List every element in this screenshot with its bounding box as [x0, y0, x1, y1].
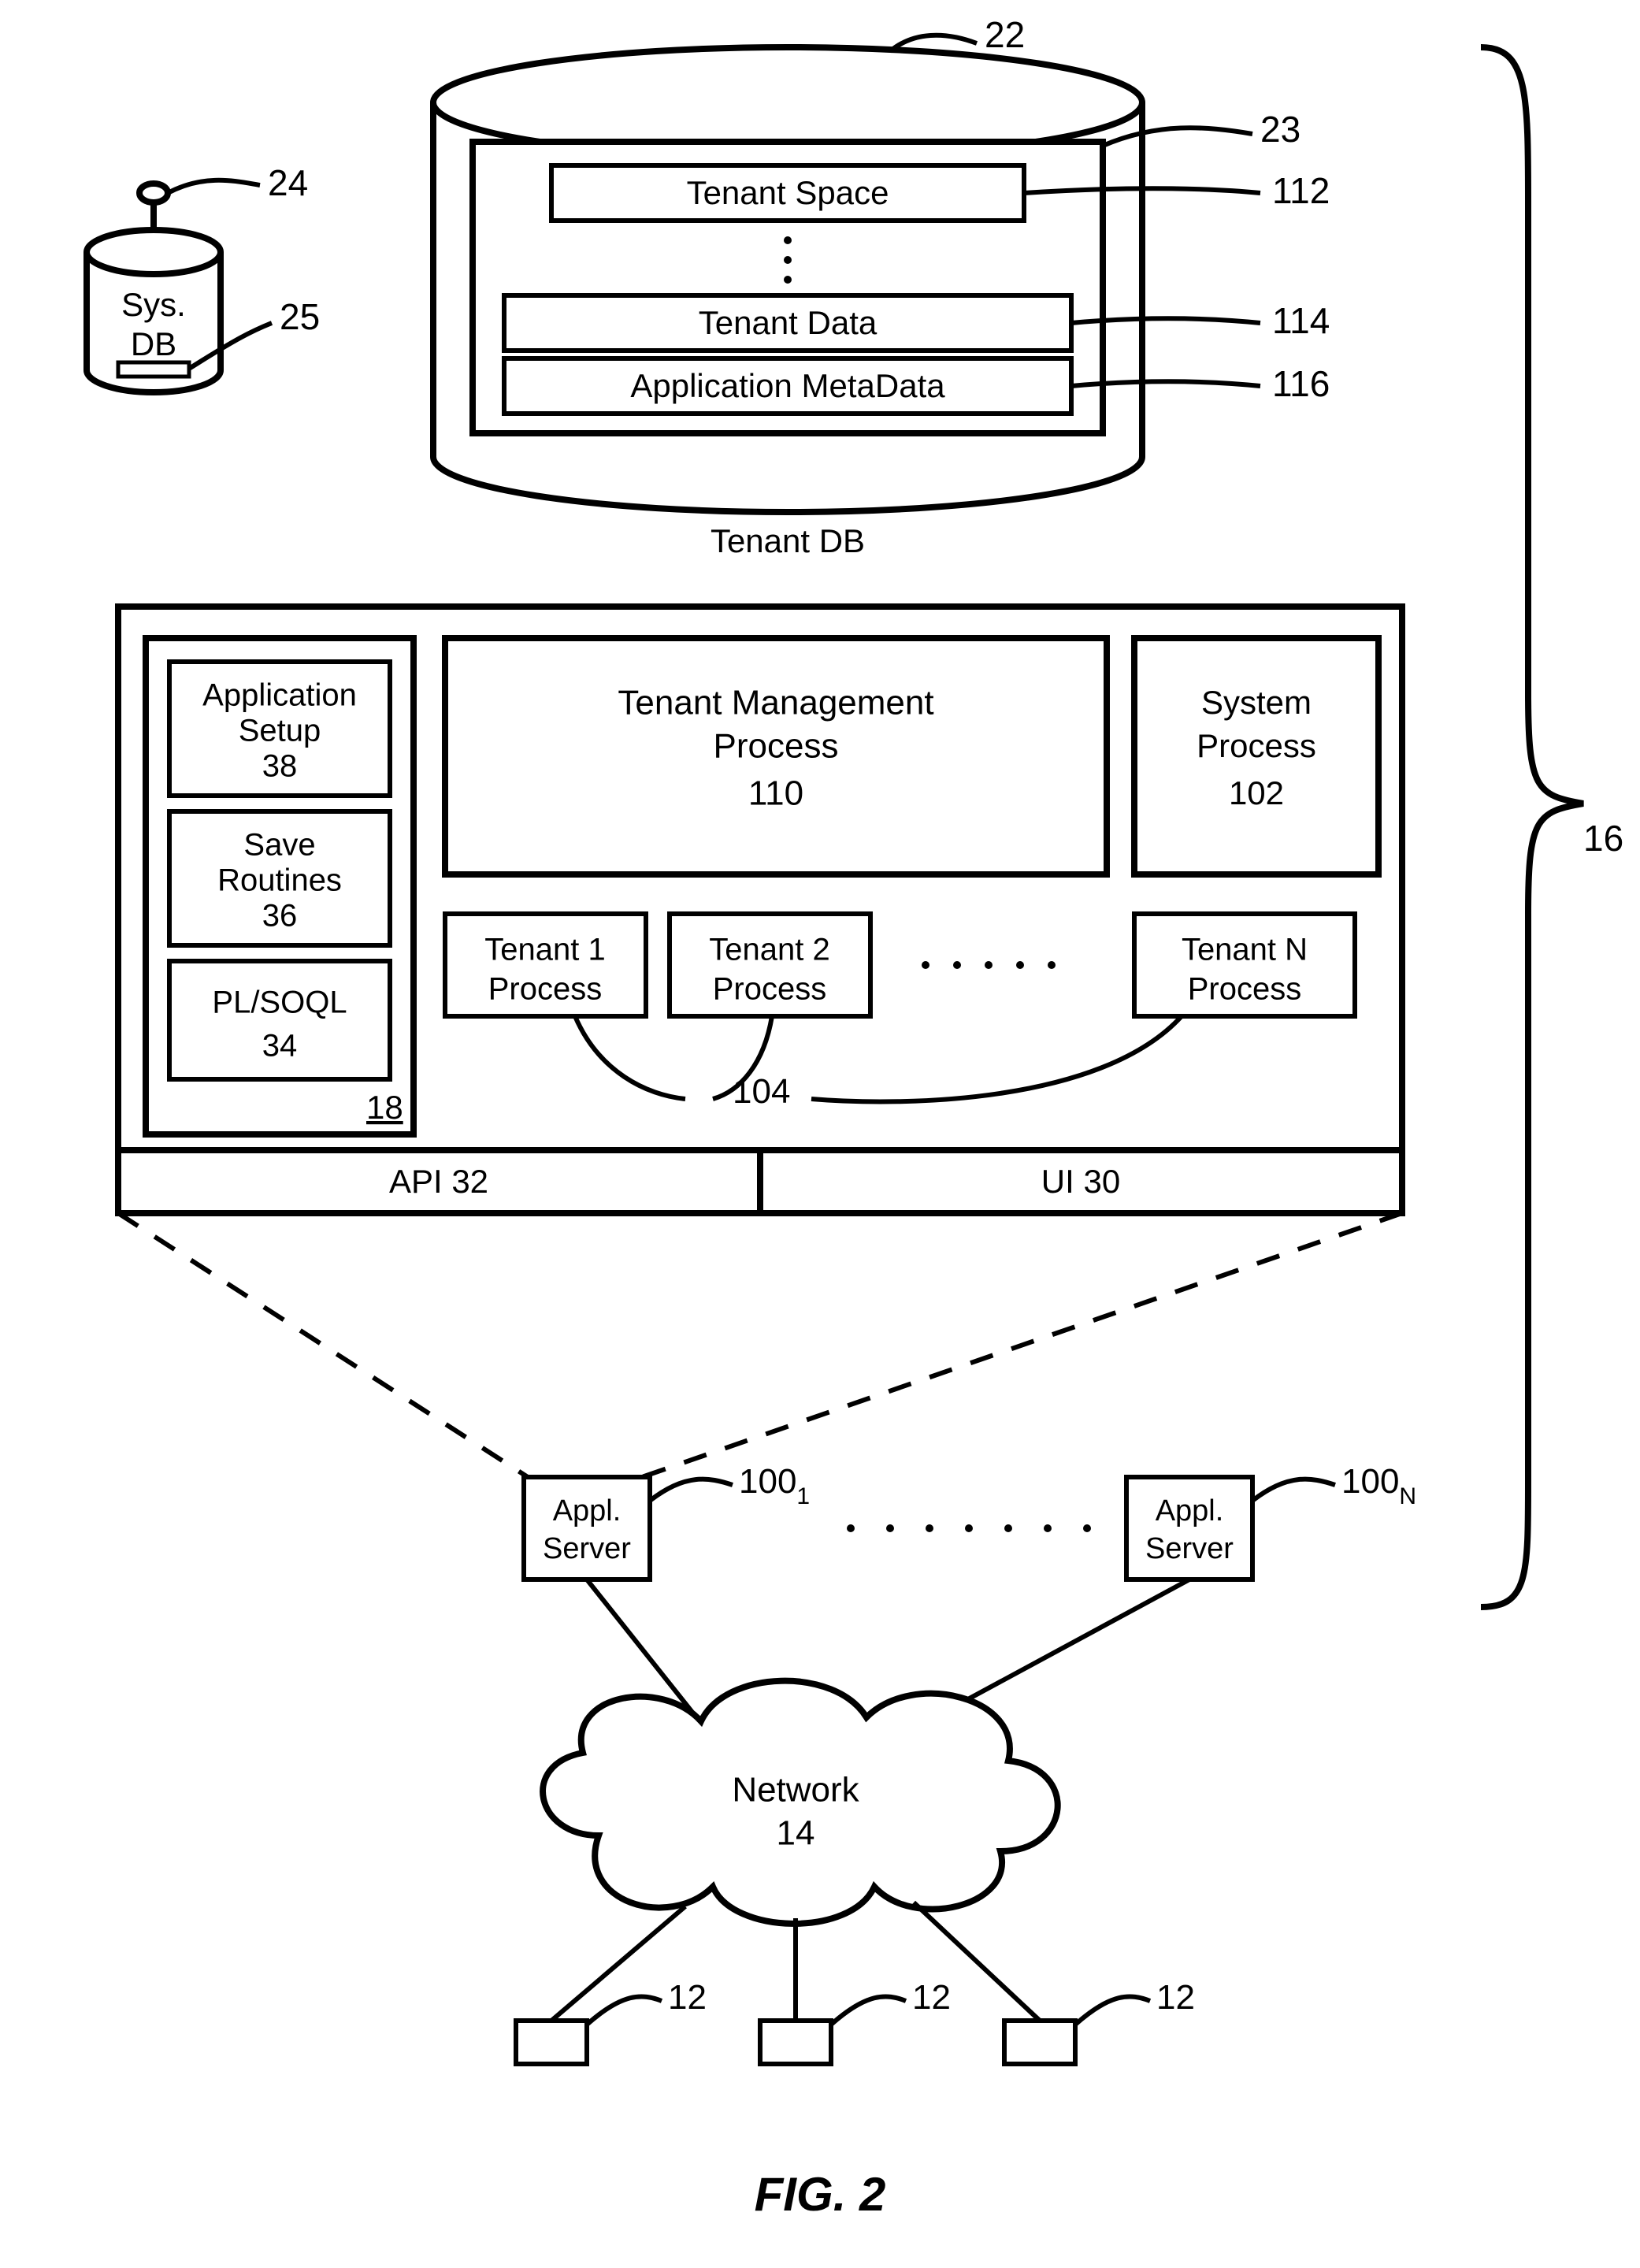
tenant-space-ref: 112: [1272, 170, 1330, 211]
tenant-db: 22 23 Tenant Space 112 Tenant Data 114 A…: [433, 14, 1330, 559]
svg-text:Process: Process: [713, 972, 827, 1007]
left-frame-ref: 18: [366, 1089, 403, 1126]
svg-text:Tenant Management: Tenant Management: [618, 684, 933, 722]
tenant-data-ref: 114: [1272, 300, 1330, 341]
tenant-db-ref-inner: 23: [1260, 109, 1300, 150]
svg-text:12: 12: [1156, 1978, 1195, 2017]
svg-text:Process: Process: [714, 727, 839, 766]
sys-db-ref-body: 25: [280, 296, 320, 337]
svg-text:1001: 1001: [739, 1462, 810, 1509]
network-l2: 14: [777, 1814, 815, 1853]
app-meta-ref: 116: [1272, 363, 1330, 404]
api-label: API 32: [389, 1163, 488, 1200]
client-2: 12: [1004, 1978, 1195, 2064]
appl-server-left: Appl. Server 1001: [524, 1462, 810, 1579]
network-cloud: Network 14: [543, 1681, 1058, 1924]
svg-text:PL/SOQL: PL/SOQL: [212, 986, 347, 1020]
svg-text:Process: Process: [1197, 727, 1316, 764]
app-meta-label: Application MetaData: [630, 367, 945, 404]
tenant-proc-0: Tenant 1 Process: [445, 914, 646, 1016]
sys-db: 24 Sys. DB 25: [87, 162, 320, 392]
sys-proc-box: System Process 102: [1134, 638, 1378, 874]
left-box-0: Application Setup 38: [169, 662, 390, 796]
left-box-1: Save Routines 36: [169, 811, 390, 945]
svg-text:100N: 100N: [1341, 1462, 1416, 1509]
appl-server-right: Appl. Server 100N: [1126, 1462, 1416, 1579]
svg-text:System: System: [1201, 684, 1312, 721]
app-platform: 18 Application Setup 38 Save Routines 36…: [118, 607, 1402, 1213]
svg-text:12: 12: [912, 1978, 951, 2017]
tenant-data-label: Tenant Data: [699, 304, 878, 341]
svg-text:Tenant 1: Tenant 1: [484, 933, 605, 967]
svg-text:12: 12: [668, 1978, 707, 2017]
sys-db-ref-top: 24: [268, 162, 308, 203]
svg-text:38: 38: [262, 749, 298, 784]
left-box-2: PL/SOQL 34: [169, 961, 390, 1079]
tmp-box: Tenant Management Process 110: [445, 638, 1107, 874]
svg-text:110: 110: [748, 774, 803, 813]
svg-text:Process: Process: [488, 972, 603, 1007]
tenant-space-label: Tenant Space: [687, 174, 889, 211]
sys-db-line1: Sys.: [121, 286, 186, 323]
svg-text:36: 36: [262, 899, 298, 934]
tenant-proc-2: Tenant N Process: [1134, 914, 1355, 1016]
svg-text:Save: Save: [243, 828, 315, 863]
svg-text:Appl.: Appl.: [553, 1494, 621, 1527]
tenant-db-ref-cyl: 22: [985, 14, 1025, 55]
client-0: 12: [516, 1978, 707, 2064]
svg-text:102: 102: [1229, 774, 1284, 811]
svg-text:Server: Server: [1145, 1532, 1234, 1565]
svg-text:Tenant N: Tenant N: [1182, 933, 1308, 967]
tenant-proc-1: Tenant 2 Process: [670, 914, 870, 1016]
sys-db-line2: DB: [131, 325, 176, 362]
svg-text:Process: Process: [1188, 972, 1302, 1007]
figure-label: FIG. 2: [755, 2168, 886, 2221]
server-ellipsis: [847, 1524, 1091, 1532]
svg-text:Routines: Routines: [217, 863, 342, 898]
svg-text:Appl.: Appl.: [1156, 1494, 1224, 1527]
svg-text:Tenant 2: Tenant 2: [709, 933, 829, 967]
tenant-procs-ref: 104: [733, 1072, 790, 1111]
diagram-canvas: 16 24 Sys. DB 25 22 23 Tenant Space 11: [0, 0, 1640, 2268]
group-brace: 16: [1481, 47, 1623, 1607]
client-1: 12: [760, 1978, 951, 2064]
network-l1: Network: [732, 1771, 859, 1810]
group-ref: 16: [1583, 818, 1623, 859]
tenant-db-caption: Tenant DB: [711, 522, 865, 559]
svg-text:Application: Application: [202, 678, 357, 713]
svg-text:34: 34: [262, 1029, 298, 1063]
svg-text:Setup: Setup: [239, 714, 321, 748]
ui-label: UI 30: [1041, 1163, 1120, 1200]
svg-text:Server: Server: [543, 1532, 631, 1565]
